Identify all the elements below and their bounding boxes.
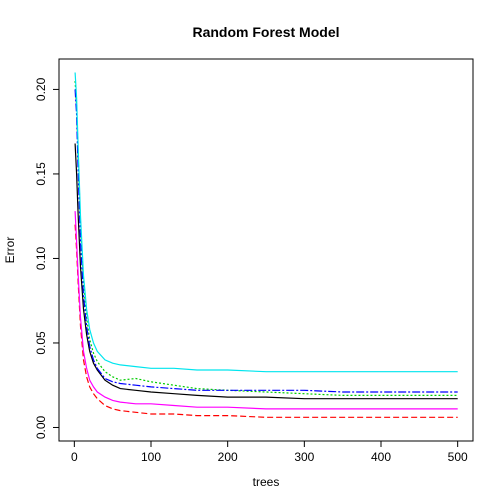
x-axis: 0 100 200 300 400 500: [71, 440, 468, 464]
series-line-4: [74, 89, 458, 393]
y-tick-label: 0.00: [34, 415, 48, 439]
y-axis: 0.00 0.05 0.10 0.15 0.20: [34, 77, 59, 439]
series-line-3: [74, 80, 458, 396]
chart-title: Random Forest Model: [192, 24, 339, 40]
x-tick-label: 300: [294, 450, 314, 464]
x-tick-label: 500: [448, 450, 468, 464]
y-tick-label: 0.05: [34, 331, 48, 355]
x-tick-label: 100: [141, 450, 161, 464]
series-lines: [74, 72, 458, 418]
series-line-6: [74, 211, 458, 410]
y-axis-label: Error: [3, 237, 17, 264]
y-tick-label: 0.20: [34, 77, 48, 101]
series-line-2: [74, 224, 458, 418]
y-tick-label: 0.10: [34, 246, 48, 270]
series-line-1: [74, 143, 458, 400]
x-tick-label: 200: [218, 450, 238, 464]
x-tick-label: 0: [71, 450, 78, 464]
series-line-5: [74, 72, 458, 373]
x-tick-label: 400: [371, 450, 391, 464]
x-axis-label: trees: [253, 475, 280, 489]
y-tick-label: 0.15: [34, 162, 48, 186]
